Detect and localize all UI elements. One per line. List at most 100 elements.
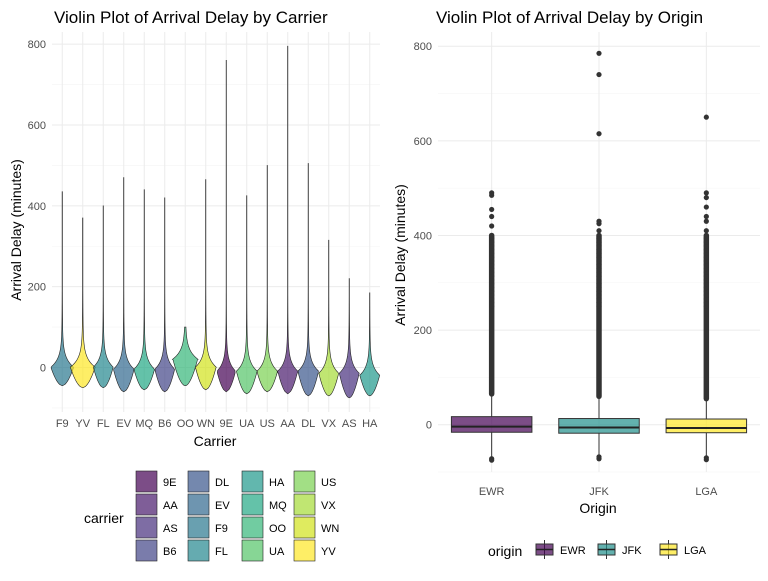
box-body: [558, 418, 640, 434]
outlier-point: [596, 262, 602, 268]
outlier-point: [703, 292, 709, 298]
outlier-point: [703, 250, 709, 257]
legend-key-b6: [135, 539, 158, 562]
outlier-point: [703, 269, 709, 275]
outlier-point: [703, 457, 709, 463]
outlier-point: [489, 235, 495, 241]
outlier-point: [703, 288, 709, 294]
legend-key-us: [293, 470, 316, 493]
left-y-tick-labels: 0 200 400 600 800: [28, 39, 46, 374]
outlier-point: [703, 300, 709, 306]
right-y-axis-title: Arrival Delay (minutes): [392, 184, 408, 326]
legend-label-b6: B6: [163, 546, 176, 558]
left-y-tick: 400: [28, 201, 46, 213]
outlier-point: [596, 258, 602, 264]
legend-label-9e: 9E: [163, 477, 176, 489]
left-x-tick: MQ: [135, 418, 153, 430]
outlier-point: [489, 258, 495, 264]
outlier-point: [596, 131, 602, 137]
outlier-point: [596, 235, 602, 241]
left-x-tick: OO: [177, 418, 195, 430]
box-body: [665, 418, 748, 434]
box-lga: [665, 114, 748, 463]
outlier-point: [489, 292, 495, 298]
box-ewr: [450, 190, 533, 463]
violin-b6: [154, 197, 175, 393]
legend-label-as: AS: [163, 523, 178, 535]
legend-label-ev: EV: [215, 500, 230, 512]
outlier-point: [703, 277, 709, 283]
right-y-tick: 400: [414, 230, 432, 242]
legend-label-jfk: JFK: [622, 545, 642, 557]
legend-label-mq: MQ: [269, 500, 287, 512]
violin-ua: [236, 195, 258, 395]
outlier-point: [489, 303, 495, 310]
outlier-point: [489, 206, 495, 213]
legend-key-f9: [187, 516, 210, 539]
left-x-axis-title: Carrier: [194, 433, 237, 449]
outlier-point: [596, 277, 602, 283]
outlier-point: [596, 239, 602, 245]
outlier-point: [489, 250, 495, 257]
outlier-point: [596, 288, 602, 294]
outlier-point: [596, 265, 602, 272]
legend-key-wn: [293, 516, 316, 539]
outlier-point: [703, 228, 709, 234]
outlier-point: [703, 114, 709, 120]
outlier-point: [596, 300, 602, 306]
violin-dl: [297, 163, 319, 397]
legend-label-fl: FL: [215, 546, 228, 558]
outlier-point: [489, 457, 495, 463]
right-x-tick-labels: EWR JFK LGA: [479, 486, 718, 498]
left-x-tick: VX: [321, 418, 336, 430]
legend-key-lga: [659, 540, 678, 559]
outlier-point: [489, 243, 495, 249]
outlier-point: [703, 243, 709, 249]
left-x-tick: 9E: [220, 418, 233, 430]
origin-legend-title: origin: [488, 543, 522, 559]
legend-label-aa: AA: [163, 500, 178, 512]
legend-label-dl: DL: [215, 477, 229, 489]
left-x-tick: YV: [75, 418, 90, 430]
legend-label-oo: OO: [269, 523, 287, 535]
right-chart-title: Violin Plot of Arrival Delay by Origin: [436, 8, 703, 27]
carrier-legend: carrier 9E AA AS B6 DL EV F9 FL HA MQ OO UA US VX WN YV: [84, 470, 339, 562]
outlier-point: [703, 213, 709, 220]
outlier-point: [596, 247, 602, 253]
left-y-tick: 0: [40, 363, 46, 375]
carrier-violin-panel: Violin Plot of Arrival Delay by Carrier …: [8, 8, 381, 562]
left-x-tick: AA: [280, 418, 295, 430]
outlier-point: [596, 303, 602, 310]
legend-label-ewr: EWR: [560, 545, 586, 557]
outlier-point: [596, 456, 602, 462]
outlier-point: [703, 258, 709, 264]
legend-key-mq: [241, 493, 264, 516]
legend-key-ewr: [535, 540, 554, 559]
outlier-point: [703, 190, 709, 196]
left-y-axis-title: Arrival Delay (minutes): [8, 159, 24, 301]
outlier-point: [596, 273, 602, 279]
left-x-tick: FL: [97, 418, 110, 430]
origin-box-panel: Violin Plot of Arrival Delay by Origin 0…: [392, 8, 760, 559]
legend-key-ev: [187, 493, 210, 516]
left-y-tick: 600: [28, 120, 46, 132]
legend-label-lga: LGA: [684, 545, 707, 557]
left-x-tick: EV: [116, 418, 131, 430]
outlier-point: [703, 281, 709, 287]
right-y-tick-labels: 0 200 400 600 800: [414, 41, 432, 431]
legend-label-us: US: [321, 477, 336, 489]
left-x-tick: DL: [301, 418, 315, 430]
outlier-point: [703, 303, 709, 310]
outlier-point: [703, 247, 709, 253]
legend-key-vx: [293, 493, 316, 516]
outlier-point: [596, 228, 602, 234]
outlier-point: [596, 254, 602, 260]
left-y-tick: 800: [28, 39, 46, 51]
outlier-point: [703, 273, 709, 279]
outlier-point: [596, 50, 602, 56]
left-x-tick-labels: F9 YV FL EV MQ B6 OO WN 9E UA US AA DL VX AS HA: [56, 418, 378, 430]
outlier-point: [596, 250, 602, 257]
outlier-point: [489, 190, 495, 196]
outlier-point: [703, 239, 709, 245]
